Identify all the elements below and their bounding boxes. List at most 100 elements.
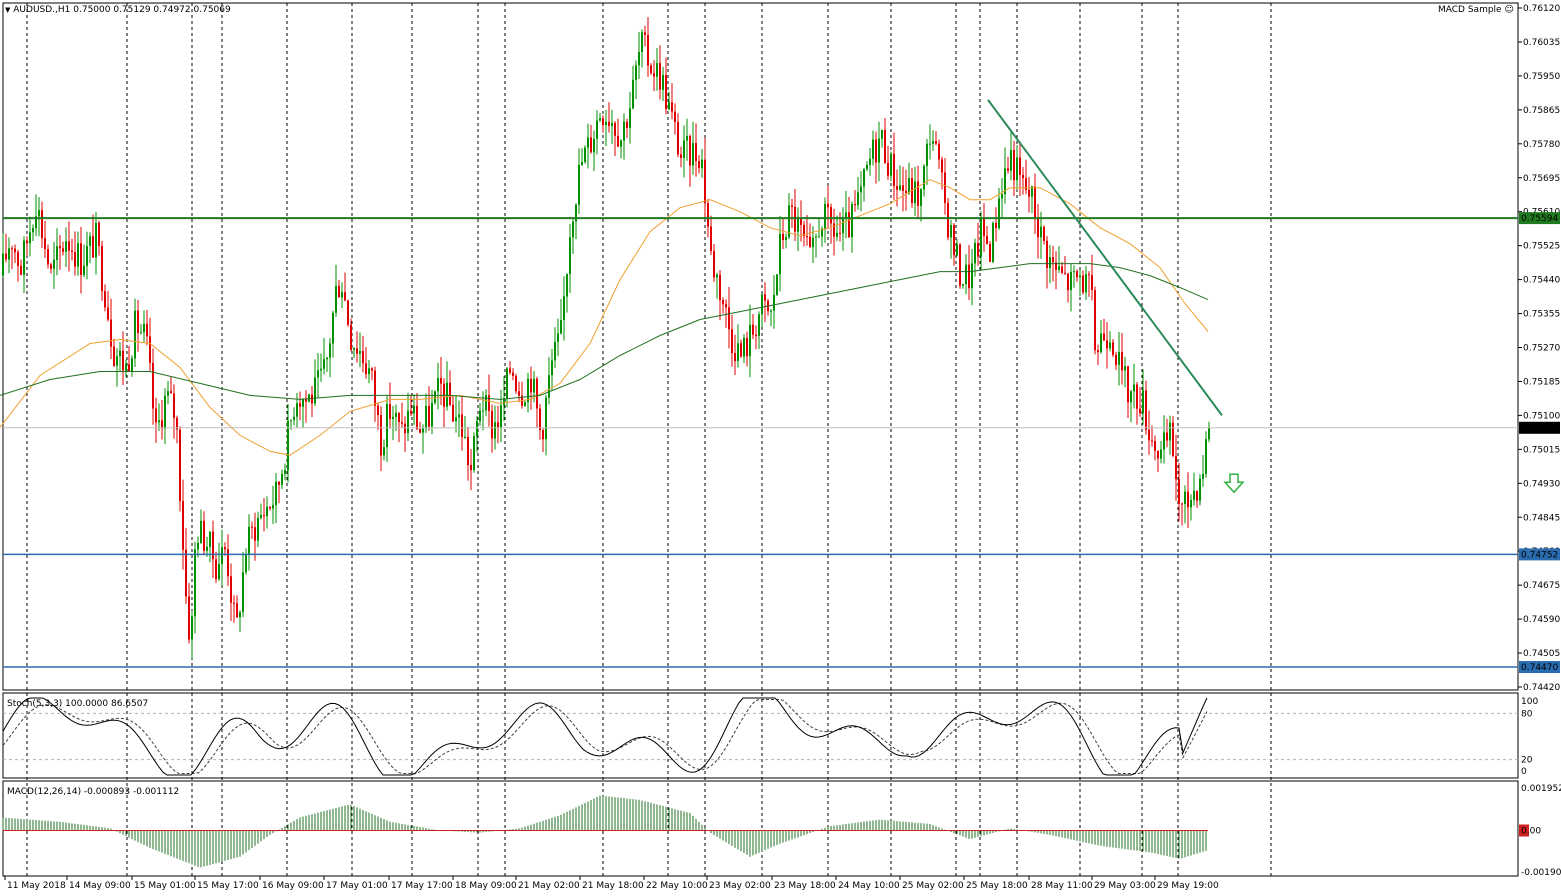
candle <box>935 131 937 146</box>
candle-body <box>857 192 859 206</box>
smiley-icon[interactable]: ☺ <box>1504 5 1514 15</box>
candle <box>782 217 784 250</box>
candle <box>704 137 706 219</box>
candle-body <box>221 547 223 565</box>
candle-body <box>104 291 106 308</box>
candle-body <box>131 358 133 372</box>
candle <box>572 218 574 254</box>
candle <box>779 215 781 292</box>
candle <box>206 536 208 557</box>
candle <box>140 324 142 335</box>
candle-body <box>347 300 349 325</box>
candle <box>671 83 673 120</box>
candle-body <box>752 324 754 335</box>
candle <box>86 231 88 280</box>
candle <box>350 318 352 352</box>
candle-body <box>125 364 127 371</box>
candle <box>461 396 463 451</box>
candle-body <box>188 596 190 640</box>
candle <box>608 102 610 133</box>
candle-body <box>1199 478 1201 501</box>
candle <box>404 416 406 452</box>
candle <box>248 514 250 571</box>
candle <box>668 91 670 111</box>
candle-body <box>953 225 955 256</box>
candle-body <box>20 265 22 275</box>
candle-body <box>293 416 295 420</box>
price-tick-label: 0.75270 <box>1523 344 1560 354</box>
candle-body <box>668 102 670 110</box>
candle <box>242 552 244 618</box>
candle-body <box>344 292 346 301</box>
candle <box>209 531 211 563</box>
price-tick-label: 0.76120 <box>1523 4 1560 14</box>
candle <box>149 317 151 371</box>
downtrend-line[interactable] <box>987 99 1223 416</box>
candle-body <box>464 437 466 439</box>
candle <box>953 223 955 266</box>
candle <box>452 395 454 423</box>
candle-body <box>92 236 94 258</box>
candle <box>641 29 643 68</box>
down-arrow-icon[interactable] <box>1223 473 1245 494</box>
candle <box>842 207 844 251</box>
candle <box>1175 434 1177 501</box>
candle <box>758 311 760 349</box>
candle <box>1190 494 1192 521</box>
time-label: 18 May 09:00 <box>455 881 517 891</box>
candle <box>545 394 547 456</box>
candle-body <box>449 382 451 405</box>
candle <box>974 238 976 277</box>
candle-body <box>374 370 376 406</box>
candle-body <box>635 65 637 80</box>
candle-body <box>440 377 442 384</box>
candle <box>674 103 676 135</box>
macd-tick-label: 0.00 <box>1521 827 1541 837</box>
candle <box>557 318 559 357</box>
candle-body <box>698 161 700 169</box>
price-tick-label: 0.74845 <box>1523 513 1560 523</box>
candle <box>719 269 721 321</box>
candle <box>83 244 85 278</box>
candle <box>41 201 43 248</box>
candle <box>1121 333 1123 385</box>
candle <box>77 231 79 276</box>
stoch-title: Stoch(5,3,3) 100.0000 86.6507 <box>7 699 148 709</box>
moving-average-fast <box>0 179 1209 456</box>
stochastic-panel[interactable]: Stoch(5,3,3) 100.0000 86.6507 <box>2 697 1518 776</box>
candle <box>1073 265 1075 288</box>
candle <box>632 65 634 110</box>
candle <box>1181 502 1183 526</box>
candle <box>836 215 838 242</box>
collapse-triangle-icon[interactable]: ▼ <box>5 6 11 14</box>
candle-body <box>1103 333 1105 341</box>
macd-panel[interactable]: MACD(12,26,14) -0.000893 -0.001112 <box>2 787 1208 868</box>
price-tick-label: 0.74590 <box>1523 615 1560 625</box>
candle <box>803 220 805 247</box>
candle-body <box>314 377 316 404</box>
candle-body <box>683 140 685 158</box>
candle-body <box>773 294 775 311</box>
candle <box>1157 450 1159 473</box>
candle-body <box>437 377 439 392</box>
candle <box>548 357 550 405</box>
candle-body <box>485 395 487 411</box>
candle <box>1145 380 1147 435</box>
candle-body <box>1163 432 1165 450</box>
candle <box>734 334 736 375</box>
candle-body <box>1121 352 1123 371</box>
candle-body <box>269 506 271 509</box>
candle-body <box>1175 455 1177 480</box>
candle-body <box>632 79 634 109</box>
candle <box>272 485 274 524</box>
candle <box>1154 435 1156 461</box>
candle <box>776 273 778 297</box>
candle-body <box>482 410 484 412</box>
candle-body <box>1019 157 1021 175</box>
candle <box>191 610 193 659</box>
price-panel[interactable] <box>0 17 1518 668</box>
candle <box>569 223 571 293</box>
candle-body <box>41 210 43 239</box>
candle <box>467 427 469 481</box>
